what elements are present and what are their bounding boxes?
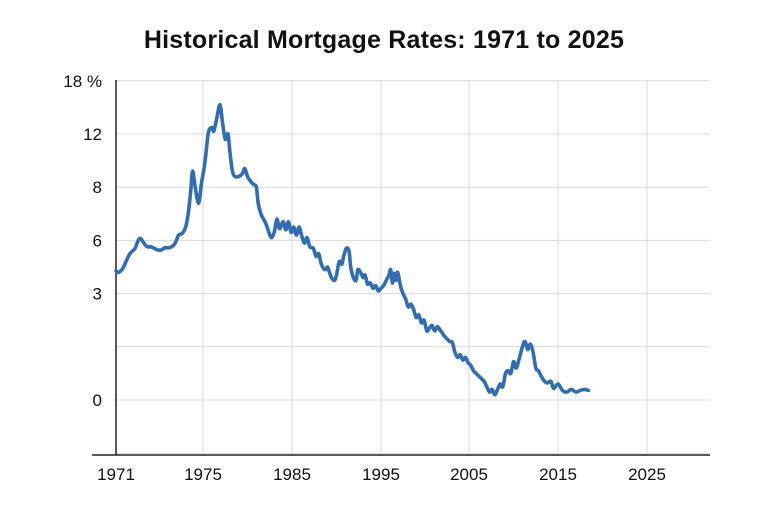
x-tick-label: 1971 — [97, 465, 135, 484]
x-tick-label: 2015 — [539, 465, 577, 484]
y-tick-label: 3 — [93, 285, 102, 304]
y-tick-label: 0 — [93, 391, 102, 410]
x-tick-label: 1985 — [273, 465, 311, 484]
y-tick-label: 6 — [93, 231, 102, 250]
x-tick-label: 1995 — [362, 465, 400, 484]
y-tick-label: 18 % — [63, 72, 102, 91]
x-tick-label: 2025 — [628, 465, 666, 484]
y-tick-label: 8 — [93, 178, 102, 197]
y-tick-label: 12 — [83, 125, 102, 144]
chart-title: Historical Mortgage Rates: 1971 to 2025 — [143, 26, 625, 54]
x-tick-label: 2005 — [450, 465, 488, 484]
x-tick-label: 1975 — [184, 465, 222, 484]
series-line-0 — [114, 102, 591, 397]
